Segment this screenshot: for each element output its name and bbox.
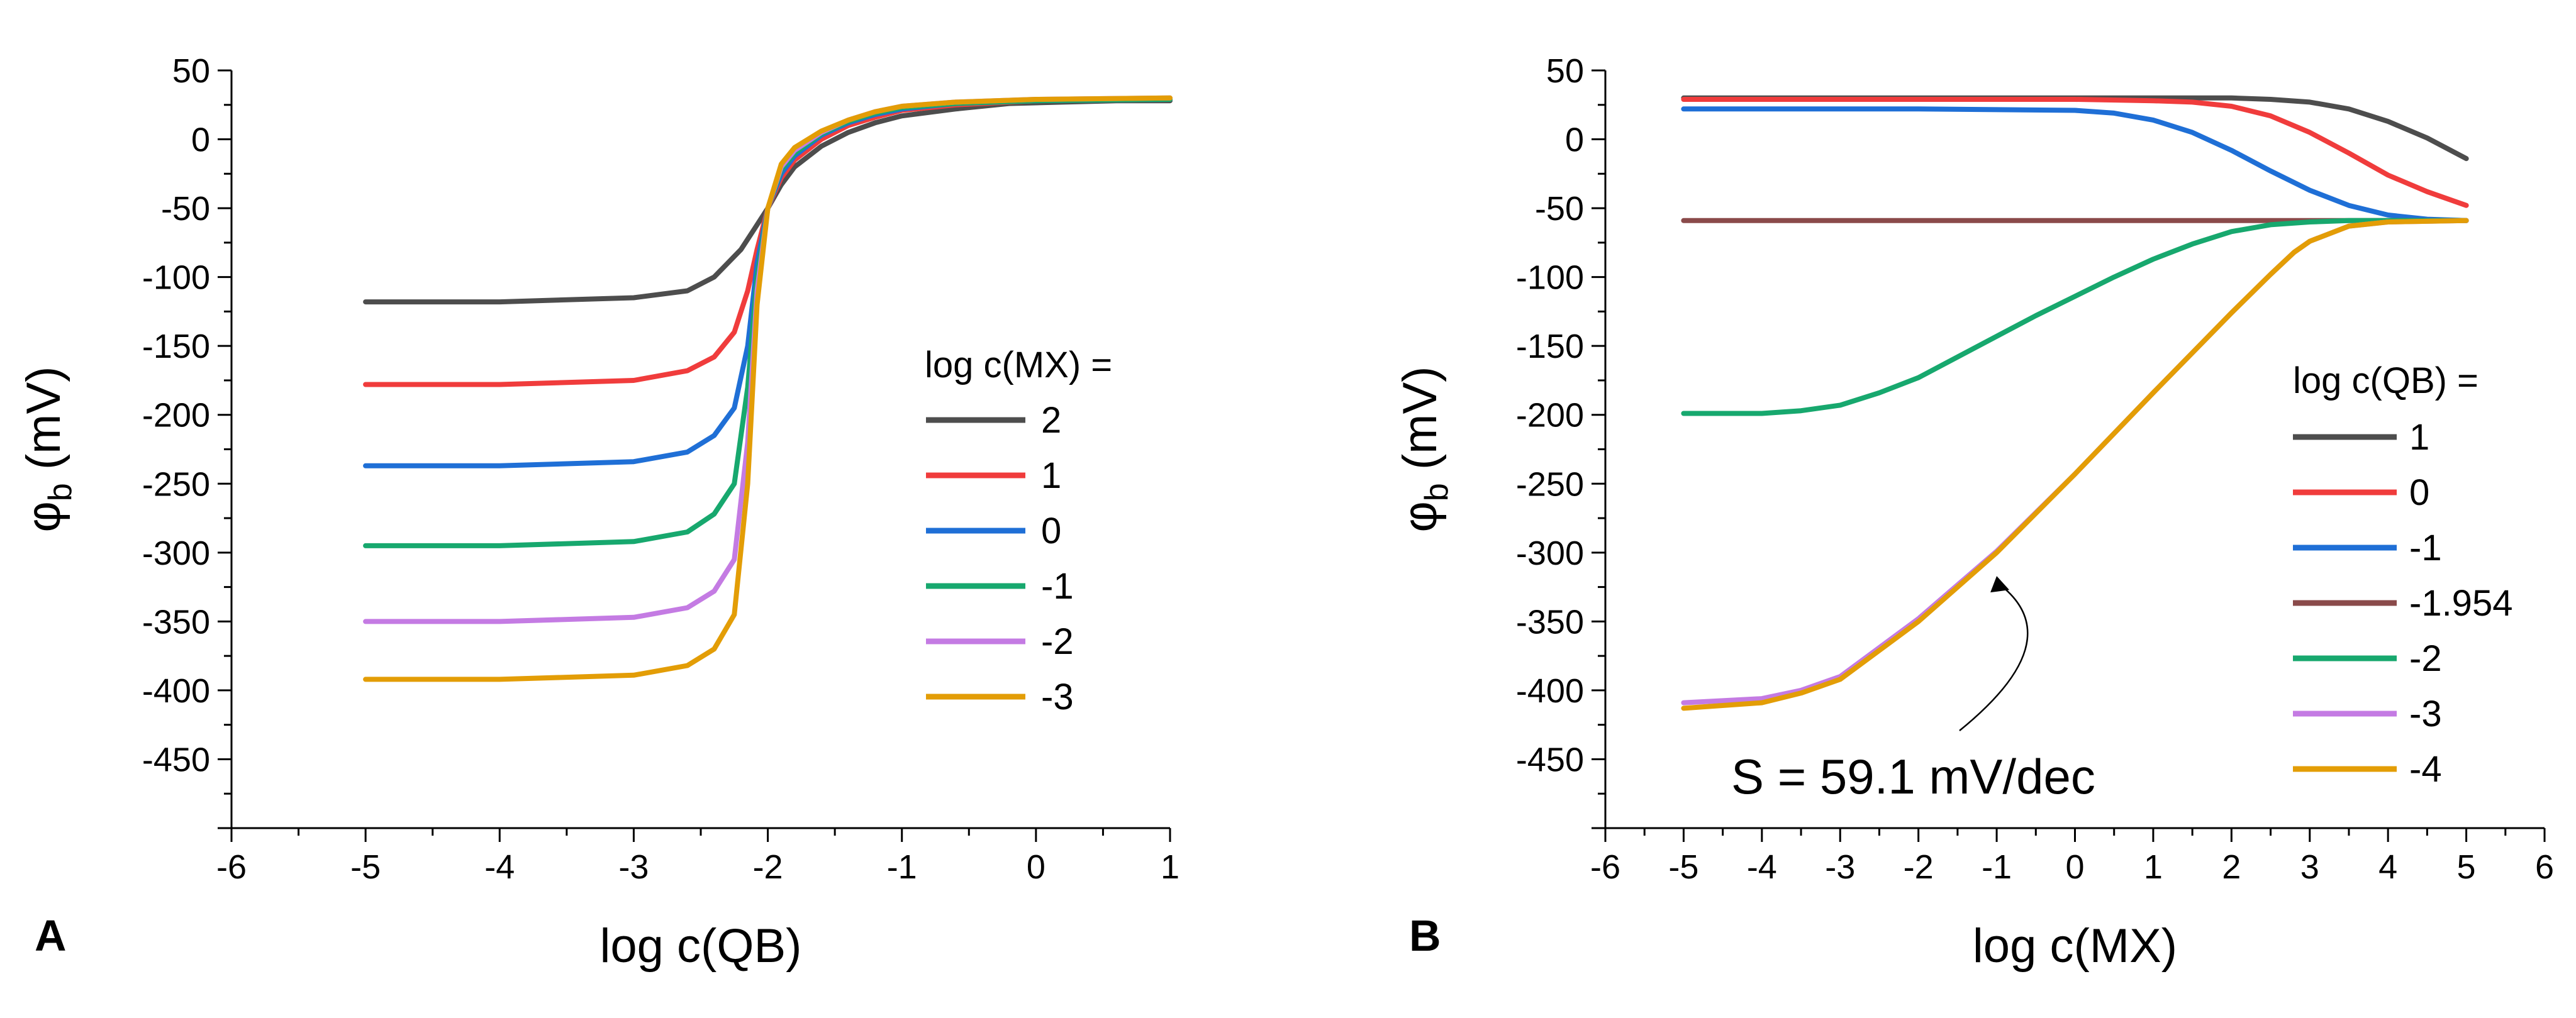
panel-b-series-line <box>1681 106 2469 223</box>
panel-b-legend-label: 0 <box>2409 472 2429 513</box>
panel-b-x-axis-title: log c(MX) <box>1973 919 2177 973</box>
panel-b-legend-label: -1 <box>2409 528 2442 568</box>
panel-a-x-tick-label: -4 <box>484 848 515 886</box>
panel-b-x-tick-label: 3 <box>2300 848 2319 886</box>
panel-a-x-tick-label: 1 <box>1161 848 1179 886</box>
panel-a-legend-title: log c(MX) = <box>925 345 1112 385</box>
panel-b-series-line <box>1681 97 2469 208</box>
panel-b-y-tick-label: -450 <box>1516 741 1584 778</box>
panel-b-x-tick-label: -3 <box>1825 848 1855 886</box>
panel-b-legend-label: 1 <box>2409 417 2429 458</box>
panel-a-legend-label: -2 <box>1041 621 1074 662</box>
panel-a-x-tick-label: -1 <box>887 848 917 886</box>
panel-b-x-tick-label: -5 <box>1668 848 1698 886</box>
panel-b-legend: log c(QB) = 1 0 -1 -1.954 -2 -3 -4 <box>2293 360 2512 790</box>
panel-b-y-tick-label: -100 <box>1516 259 1584 297</box>
panel-b-x-tick-label: 0 <box>2065 848 2084 886</box>
panel-a-y-tick-label: -350 <box>142 603 210 641</box>
panel-b-legend-label: -4 <box>2409 749 2442 790</box>
panel-b-y-tick-label: -200 <box>1516 397 1584 434</box>
panel-b-x-tick-label: 2 <box>2222 848 2241 886</box>
panel-a-y-axis-title: φb (mV) <box>17 367 79 533</box>
panel-b-legend-label: -1.954 <box>2409 583 2512 624</box>
panel-a-y-tick-label: -250 <box>142 465 210 503</box>
panel-b-series-line <box>1681 218 2469 416</box>
panel-a-legend: log c(MX) = 2 1 0 -1 -2 -3 <box>925 345 1112 717</box>
panel-b-y-tick-label: -400 <box>1516 672 1584 710</box>
panel-a-series-line <box>363 95 1173 682</box>
panel-b-y-tick-label: -50 <box>1535 190 1584 228</box>
panel-b-annotation-arrow <box>1959 585 2029 731</box>
panel-b-x-tick-label: -4 <box>1747 848 1777 886</box>
panel-b-x-tick-label: 5 <box>2457 848 2476 886</box>
panel-b-y-axis-title: φb (mV) <box>1393 367 1455 533</box>
panel-b-x-tick-label: 1 <box>2144 848 2163 886</box>
panel-a: 500-50-100-150-200-250-300-350-400-450-6… <box>17 52 1179 973</box>
panel-a-y-tick-label: -200 <box>142 397 210 434</box>
panel-b-legend-label: -3 <box>2409 694 2442 734</box>
panel-b-x-tick-label: -2 <box>1904 848 1934 886</box>
panel-a-x-tick-label: -5 <box>350 848 381 886</box>
panel-a-y-tick-label: 0 <box>191 121 210 159</box>
panel-b-letter: B <box>1409 911 1441 960</box>
panel-b-x-tick-label: 4 <box>2378 848 2397 886</box>
panel-a-y-tick-label: -450 <box>142 741 210 778</box>
panel-a-axes: 500-50-100-150-200-250-300-350-400-450-6… <box>17 52 1179 973</box>
panel-a-y-tick-label: -400 <box>142 672 210 710</box>
panel-b-y-tick-label: 0 <box>1565 121 1584 159</box>
panel-a-y-tick-label: 50 <box>172 52 210 90</box>
panel-b-annotation-arrowhead <box>1990 576 2010 593</box>
panel-b-axes: 500-50-100-150-200-250-300-350-400-450-6… <box>1393 52 2554 973</box>
panel-a-x-axis-title: log c(QB) <box>600 919 802 973</box>
panel-b-legend-title: log c(QB) = <box>2293 360 2478 401</box>
panel-a-legend-label: 1 <box>1041 455 1061 496</box>
panel-b-x-tick-label: -1 <box>1982 848 2012 886</box>
panel-b-series-line <box>1681 218 2469 705</box>
panel-a-series <box>363 95 1173 682</box>
panel-b-x-tick-label: 6 <box>2535 848 2554 886</box>
panel-a-legend-label: -1 <box>1041 566 1074 607</box>
panel-b-y-tick-label: -250 <box>1516 465 1584 503</box>
panel-a-x-tick-label: 0 <box>1027 848 1045 886</box>
panel-a-y-tick-label: -150 <box>142 328 210 365</box>
panel-b-legend-label: -2 <box>2409 638 2442 679</box>
panel-b-x-tick-label: -6 <box>1590 848 1620 886</box>
panel-b-y-tick-label: -150 <box>1516 328 1584 365</box>
panel-a-x-tick-label: -2 <box>753 848 783 886</box>
panel-b-series-line <box>1681 218 2469 711</box>
panel-b-y-tick-label: -300 <box>1516 534 1584 572</box>
panel-a-x-tick-label: -3 <box>618 848 649 886</box>
panel-a-y-tick-label: -100 <box>142 259 210 297</box>
panel-a-legend-label: 2 <box>1041 400 1061 441</box>
panel-a-letter: A <box>35 911 67 960</box>
panel-a-y-tick-label: -50 <box>161 190 210 228</box>
panel-a-x-tick-label: -6 <box>216 848 247 886</box>
panel-a-series-line <box>363 97 1173 387</box>
panel-b-y-tick-label: -350 <box>1516 603 1584 641</box>
panel-a-legend-label: 0 <box>1041 511 1061 551</box>
panel-b-annotation-text: S = 59.1 mV/dec <box>1731 749 2095 804</box>
panel-b: 500-50-100-150-200-250-300-350-400-450-6… <box>1393 52 2554 973</box>
panel-b-y-tick-label: 50 <box>1546 52 1584 90</box>
panel-b-series <box>1681 95 2469 711</box>
panel-a-legend-label: -3 <box>1041 677 1074 717</box>
panel-a-y-tick-label: -300 <box>142 534 210 572</box>
